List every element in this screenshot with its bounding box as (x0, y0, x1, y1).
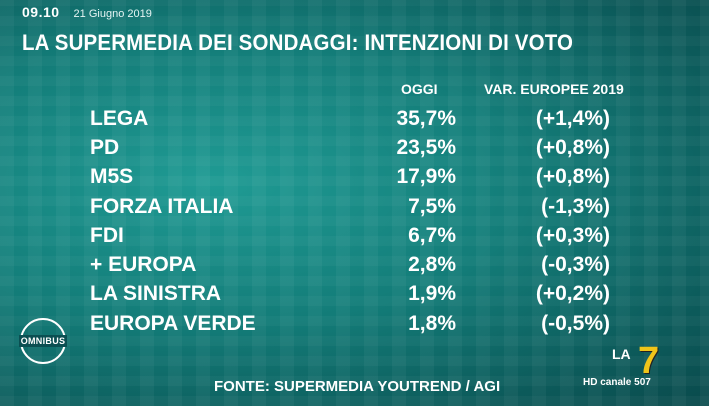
source-caption: FONTE: SUPERMEDIA YOUTREND / AGI (214, 378, 501, 395)
table-row: FDI 6,7% (+0,3%) (90, 221, 610, 250)
party-value: 7,5% (408, 194, 456, 218)
party-name: LEGA (90, 106, 149, 130)
table-row: + EUROPA 2,8% (-0,3%) (90, 250, 610, 279)
party-name: M5S (90, 165, 134, 189)
omnibus-logo-text: OMNIBUS (18, 335, 68, 347)
party-variation: (+0,8%) (535, 135, 610, 159)
party-variation: (+0,8%) (535, 165, 610, 189)
party-variation: (+0,2%) (535, 282, 610, 306)
poll-table-body: LEGA 35,7% (+1,4%) PD 23,5% (+0,8%) M5S 17,9% (+… (90, 104, 610, 338)
la7-logo-number: 7 (638, 340, 660, 382)
table-row: LEGA 35,7% (+1,4%) (90, 104, 610, 133)
column-header-today: OGGI (401, 81, 438, 97)
party-variation: (-1,3%) (541, 194, 610, 218)
column-header-variation: VAR. EUROPEE 2019 (484, 81, 624, 97)
table-row: PD 23,5% (+0,8%) (90, 133, 610, 162)
broadcast-topbar: 09.10 21 Giugno 2019 (22, 4, 152, 20)
party-name: + EUROPA (90, 253, 197, 277)
party-name: PD (90, 135, 120, 159)
party-value: 2,8% (408, 253, 456, 277)
party-name: LA SINISTRA (90, 282, 222, 306)
poll-table: LEGA 35,7% (+1,4%) PD 23,5% (+0,8%) M5S 17,9% (+… (90, 104, 610, 338)
party-value: 6,7% (408, 223, 456, 247)
party-value: 1,8% (408, 311, 456, 335)
party-variation: (-0,5%) (541, 311, 610, 335)
party-value: 23,5% (396, 135, 456, 159)
party-value: 17,9% (396, 165, 456, 189)
party-name: FORZA ITALIA (90, 194, 234, 218)
party-name: EUROPA VERDE (90, 311, 256, 335)
table-row: M5S 17,9% (+0,8%) (90, 163, 610, 192)
table-row: EUROPA VERDE 1,8% (-0,5%) (90, 309, 610, 338)
broadcast-time: 09.10 (22, 4, 60, 20)
table-row: LA SINISTRA 1,9% (+0,2%) (90, 280, 610, 309)
party-variation: (-0,3%) (541, 253, 610, 277)
page-title: LA SUPERMEDIA DEI SONDAGGI: INTENZIONI D… (22, 30, 574, 55)
table-row: FORZA ITALIA 7,5% (-1,3%) (90, 192, 610, 221)
party-variation: (+1,4%) (535, 106, 610, 130)
la7-logo-text: LA (612, 346, 631, 362)
party-value: 1,9% (408, 282, 456, 306)
broadcast-date: 21 Giugno 2019 (73, 8, 152, 20)
party-name: FDI (90, 223, 124, 247)
channel-info: HD canale 507 (583, 377, 651, 388)
la7-logo: LA 7 (612, 342, 692, 388)
party-variation: (+0,3%) (535, 223, 610, 247)
omnibus-logo: OMNIBUS (18, 318, 68, 364)
party-value: 35,7% (396, 106, 456, 130)
